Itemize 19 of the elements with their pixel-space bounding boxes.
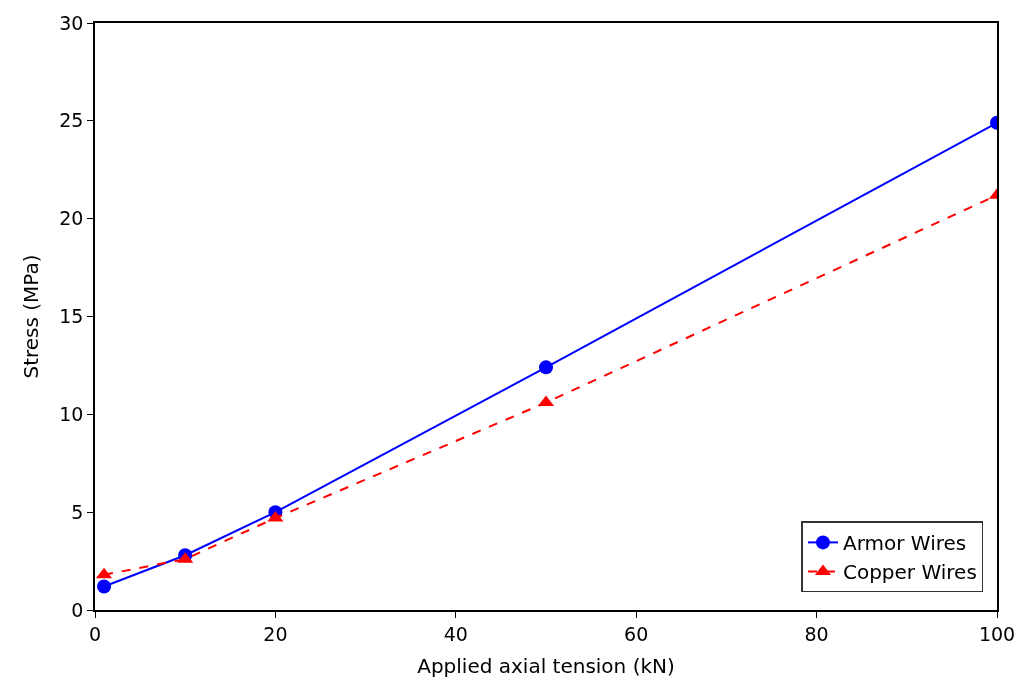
point — [97, 579, 112, 594]
legend-label: Armor Wires — [842, 531, 967, 556]
y-tick-label: 25 — [59, 109, 84, 132]
x-tick-label: 100 — [978, 622, 1016, 645]
x-tick-label: 0 — [88, 622, 102, 645]
y-tick-label: 15 — [59, 305, 84, 328]
y-tick-label: 20 — [59, 207, 84, 230]
point — [539, 360, 553, 375]
x-axis-title: Applied axial tension (kN) — [417, 653, 675, 678]
y-tick-label: 10 — [59, 402, 84, 425]
x-tick-label: 20 — [263, 622, 288, 645]
legend-label: Copper Wires — [842, 560, 977, 585]
y-tick-label: 30 — [59, 11, 84, 34]
y-axis-title: Stress (MPa) — [19, 254, 44, 379]
x-tick-label: 80 — [804, 622, 829, 645]
y-tick-label: 5 — [71, 500, 84, 523]
x-tick-label: 40 — [443, 622, 468, 645]
x-tick-label: 60 — [624, 622, 649, 645]
y-tick-label: 0 — [71, 598, 84, 621]
